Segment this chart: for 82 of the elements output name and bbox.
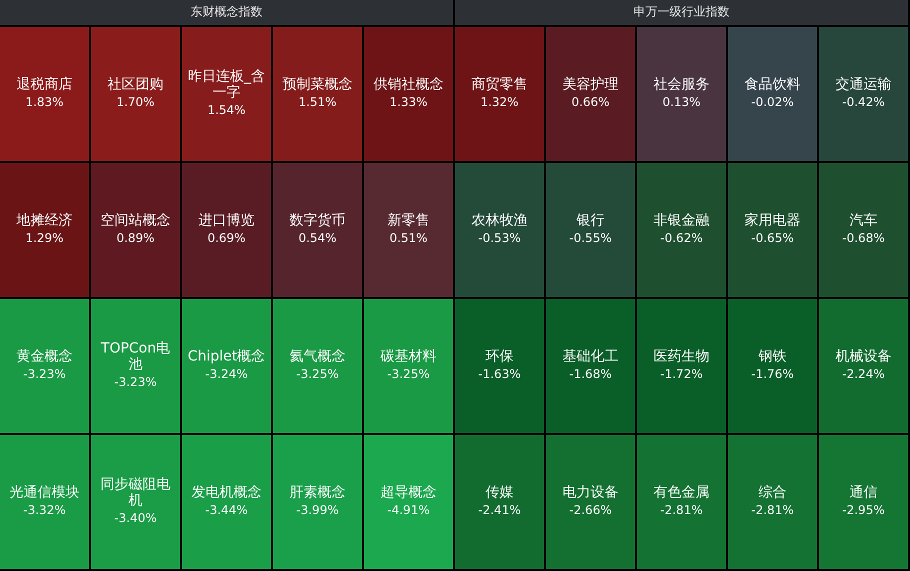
text: 申万一级行业指数 (634, 4, 730, 19)
category-label: 医药生物 (654, 348, 710, 365)
data-label: -3.24% (205, 367, 248, 382)
data-label: -2.95% (842, 503, 885, 518)
data-label: -0.68% (842, 231, 885, 246)
data-label: -4.91% (387, 503, 430, 518)
category-label: 汽车 (850, 212, 878, 229)
category-label: 综合 (758, 484, 786, 501)
data-label: 0.89% (116, 231, 155, 246)
category-label: 美容护理 (562, 76, 618, 93)
data-label: -2.41% (478, 503, 521, 518)
category-label: 氦气概念 (290, 348, 346, 365)
data-label: 0.66% (571, 95, 610, 110)
category-label: 传媒 (486, 484, 514, 501)
data-label: 1.83% (25, 95, 64, 110)
category-label: 有色金属 (654, 484, 710, 501)
category-label: 预制菜概念 (282, 76, 352, 93)
data-label: -3.40% (114, 511, 157, 526)
data-label: -0.53% (478, 231, 521, 246)
data-label: 1.70% (116, 95, 155, 110)
data-label: -2.24% (842, 367, 885, 382)
data-label: 1.51% (298, 95, 337, 110)
data-label: 1.32% (480, 95, 519, 110)
data-label: -1.63% (478, 367, 521, 382)
data-label: -1.72% (660, 367, 703, 382)
category-label: 同步磁阻电机 (100, 476, 170, 509)
category-label: 基础化工 (562, 348, 618, 365)
category-label: 食品饮料 (744, 76, 800, 93)
category-label: 社会服务 (654, 76, 710, 93)
data-label: 0.13% (662, 95, 701, 110)
category-label: 进口博览 (198, 212, 254, 229)
category-label: 昨日连板_含一字 (188, 68, 265, 101)
category-label: 家用电器 (744, 212, 800, 229)
category-label: 供销社概念 (374, 76, 444, 93)
category-label: 环保 (486, 348, 514, 365)
data-label: -3.23% (23, 367, 66, 382)
category-label: 超导概念 (380, 484, 436, 501)
data-label: -2.81% (751, 503, 794, 518)
data-label: 1.54% (207, 103, 246, 118)
data-label: 0.51% (389, 231, 428, 246)
data-label: 0.69% (207, 231, 246, 246)
data-label: -0.42% (842, 95, 885, 110)
data-label: 1.29% (25, 231, 64, 246)
data-label: -1.76% (751, 367, 794, 382)
data-label: -3.25% (387, 367, 430, 382)
category-label: 商贸零售 (472, 76, 528, 93)
category-label: 空间站概念 (100, 212, 170, 229)
category-label: 钢铁 (758, 348, 786, 365)
category-label: 地摊经济 (16, 212, 72, 229)
category-label: 碳基材料 (380, 348, 436, 365)
data-label: -0.62% (660, 231, 703, 246)
data-label: -2.66% (569, 503, 612, 518)
data-label: -0.02% (751, 95, 794, 110)
category-label: 电力设备 (562, 484, 618, 501)
data-label: 0.54% (298, 231, 337, 246)
category-label: Chiplet概念 (188, 348, 266, 365)
data-label: -0.55% (569, 231, 612, 246)
category-label: 非银金融 (654, 212, 710, 229)
data-label: -1.68% (569, 367, 612, 382)
category-label: 发电机概念 (192, 484, 262, 501)
category-label: 机械设备 (836, 348, 892, 365)
category-label: 通信 (850, 484, 878, 501)
category-label: 社区团购 (108, 76, 164, 93)
category-label: TOPCon电池 (100, 340, 170, 373)
data-label: -3.23% (114, 375, 157, 390)
data-label: -0.65% (751, 231, 794, 246)
data-label: -3.32% (23, 503, 66, 518)
category-label: 数字货币 (290, 212, 346, 229)
data-label: -3.99% (296, 503, 339, 518)
category-label: 银行 (576, 212, 604, 229)
data-label: -3.25% (296, 367, 339, 382)
category-label: 黄金概念 (16, 348, 72, 365)
data-label: -2.81% (660, 503, 703, 518)
category-label: 肝素概念 (290, 484, 346, 501)
data-label: 1.33% (389, 95, 428, 110)
category-label: 新零售 (388, 212, 430, 229)
text: 东财概念指数 (190, 4, 262, 19)
category-label: 交通运输 (836, 76, 892, 93)
category-label: 退税商店 (16, 76, 72, 93)
data-label: -3.44% (205, 503, 248, 518)
category-label: 光通信模块 (10, 484, 80, 501)
category-label: 农林牧渔 (472, 212, 528, 229)
